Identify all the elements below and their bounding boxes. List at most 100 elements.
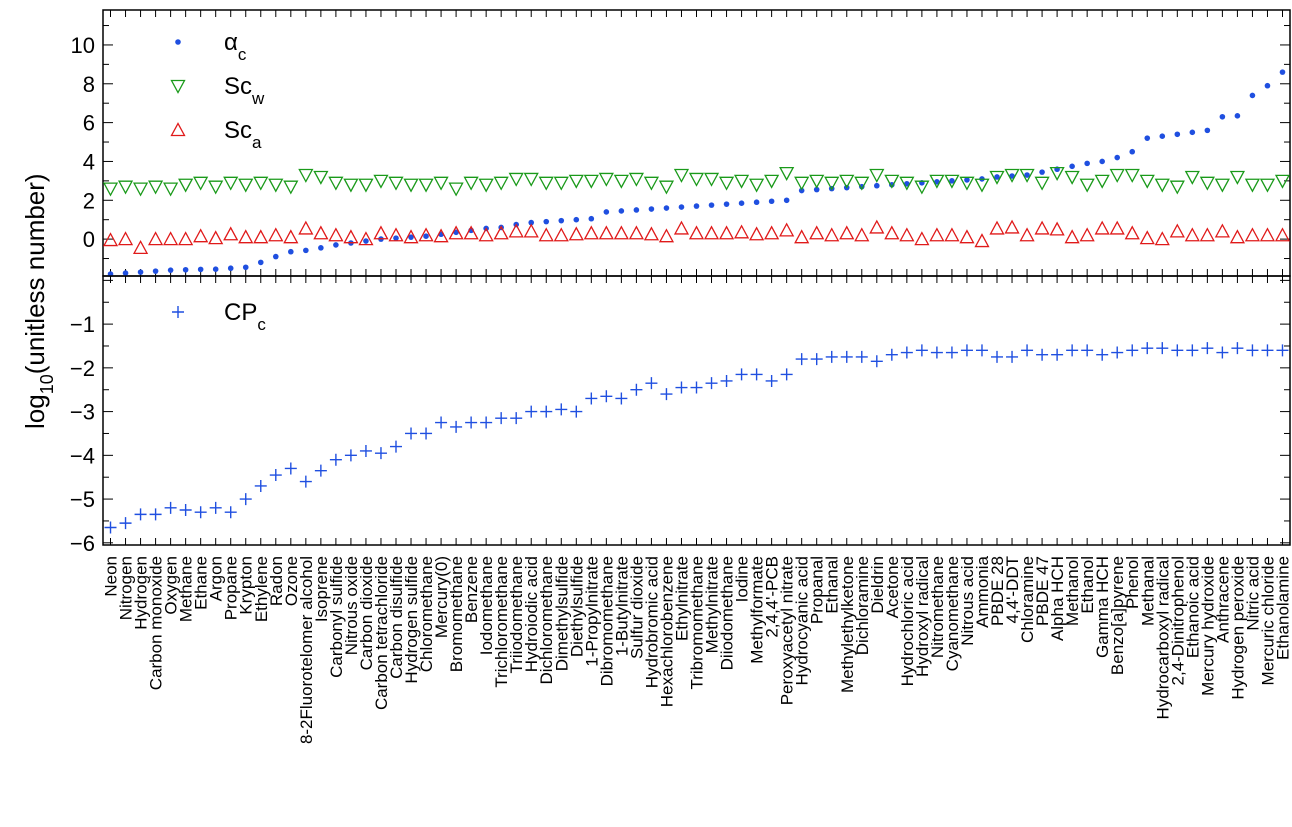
- bottom-point: [991, 350, 1004, 363]
- top-point: [448, 225, 464, 240]
- bottom-point: [1141, 342, 1154, 355]
- bottom-point: [359, 444, 372, 457]
- top-point: [603, 209, 610, 215]
- top-point: [854, 227, 870, 242]
- top-point: [208, 180, 224, 195]
- bottom-point: [825, 350, 838, 363]
- top-point: [944, 227, 960, 242]
- bottom-y-tick-label: −1: [70, 312, 95, 337]
- bottom-y-tick-label: −6: [70, 531, 95, 556]
- top-point: [884, 174, 900, 189]
- bottom-y-tick-label: −5: [70, 487, 95, 512]
- top-y-tick-label: 6: [83, 111, 95, 136]
- top-legend-label-sub: c: [238, 45, 247, 64]
- top-point: [899, 176, 915, 191]
- top-legend-marker: [170, 79, 186, 94]
- category-label: Carbonyl sulfide: [327, 556, 346, 678]
- top-legend-entry-2: Sca: [170, 117, 262, 152]
- bottom-legend-marker: [172, 306, 184, 318]
- top-point: [749, 226, 765, 241]
- top-point: [869, 168, 885, 183]
- bottom-point: [149, 508, 162, 521]
- top-point: [874, 182, 880, 189]
- top-point: [1049, 166, 1065, 181]
- category-label: Methanal: [1138, 556, 1157, 626]
- top-point: [1004, 219, 1020, 234]
- top-point: [238, 178, 254, 193]
- category-label: Carbon tetrachloride: [372, 556, 391, 710]
- category-label: Nitric acid: [1243, 556, 1262, 631]
- top-point: [1259, 227, 1276, 242]
- category-label: Triiodomethane: [507, 556, 526, 674]
- top-point: [373, 174, 389, 189]
- category-label: Diethylsulfide: [567, 556, 586, 657]
- bottom-frame: [102, 275, 1291, 546]
- top-point: [884, 225, 900, 240]
- top-point: [723, 201, 730, 207]
- top-point: [1129, 148, 1136, 155]
- top-point: [303, 247, 309, 254]
- top-point: [643, 176, 660, 191]
- bottom-point: [660, 388, 673, 401]
- top-point: [1234, 113, 1241, 119]
- top-legend-label: Sca: [224, 117, 262, 152]
- top-y-tick-label: 10: [71, 33, 95, 58]
- top-point: [764, 225, 780, 240]
- category-label: Isoprene: [312, 556, 331, 622]
- top-point: [1259, 178, 1276, 193]
- top-point: [298, 220, 314, 235]
- top-point: [423, 233, 429, 239]
- bottom-point: [1096, 348, 1109, 361]
- bottom-legend-label: CPc: [224, 299, 266, 334]
- top-point: [989, 220, 1005, 235]
- category-label: Ethane: [192, 556, 211, 610]
- category-label: Hydrobromic acid: [642, 556, 661, 688]
- bottom-point: [119, 517, 132, 530]
- category-label: Krypton: [237, 556, 256, 615]
- bottom-point: [570, 405, 583, 418]
- bottom-point: [1006, 350, 1019, 363]
- category-label: Nitrous acid: [958, 556, 977, 646]
- category-label: 1-Propylnitrate: [582, 556, 601, 667]
- top-point: [693, 203, 700, 209]
- top-point: [403, 229, 419, 244]
- top-point: [343, 178, 359, 193]
- bottom-point: [960, 344, 973, 357]
- top-point: [974, 233, 990, 248]
- top-point: [1174, 131, 1181, 138]
- bottom-point: [690, 381, 703, 394]
- top-point: [538, 176, 554, 191]
- top-point: [889, 181, 895, 188]
- top-point: [208, 230, 224, 245]
- category-label: Ozone: [282, 556, 301, 606]
- top-point: [1024, 172, 1030, 178]
- bottom-point: [915, 344, 928, 357]
- top-point: [1169, 223, 1185, 238]
- bottom-panel: −6 −5 −4 −3 −2 −1 CPc: [70, 275, 1291, 556]
- top-point: [1004, 168, 1020, 183]
- category-label: Neon: [102, 556, 121, 597]
- top-point: [1184, 227, 1200, 242]
- bottom-point: [525, 405, 538, 418]
- top-point: [493, 176, 509, 191]
- y-axis-title-sub: 10: [37, 374, 57, 394]
- top-point: [253, 229, 269, 244]
- top-point: [523, 223, 539, 238]
- top-point: [663, 205, 670, 211]
- y-axis-title-text: log10(unitless number): [20, 173, 57, 429]
- category-label: Nitromethane: [928, 556, 947, 658]
- bottom-point: [645, 377, 658, 390]
- top-point: [242, 264, 249, 271]
- top-point: [628, 172, 644, 187]
- top-point: [839, 225, 855, 240]
- bottom-point: [1066, 344, 1079, 357]
- category-label: Methylnitrate: [703, 556, 722, 653]
- top-point: [1079, 227, 1095, 242]
- top-point: [929, 174, 945, 189]
- category-label: Gamma HCH: [1093, 556, 1112, 658]
- top-legend-entry-1: Scw: [170, 73, 265, 108]
- category-label: Methanol: [1063, 556, 1082, 626]
- bottom-point: [615, 392, 628, 405]
- bottom-legend-label-sub: c: [257, 315, 266, 334]
- top-legend-marker: [175, 39, 181, 45]
